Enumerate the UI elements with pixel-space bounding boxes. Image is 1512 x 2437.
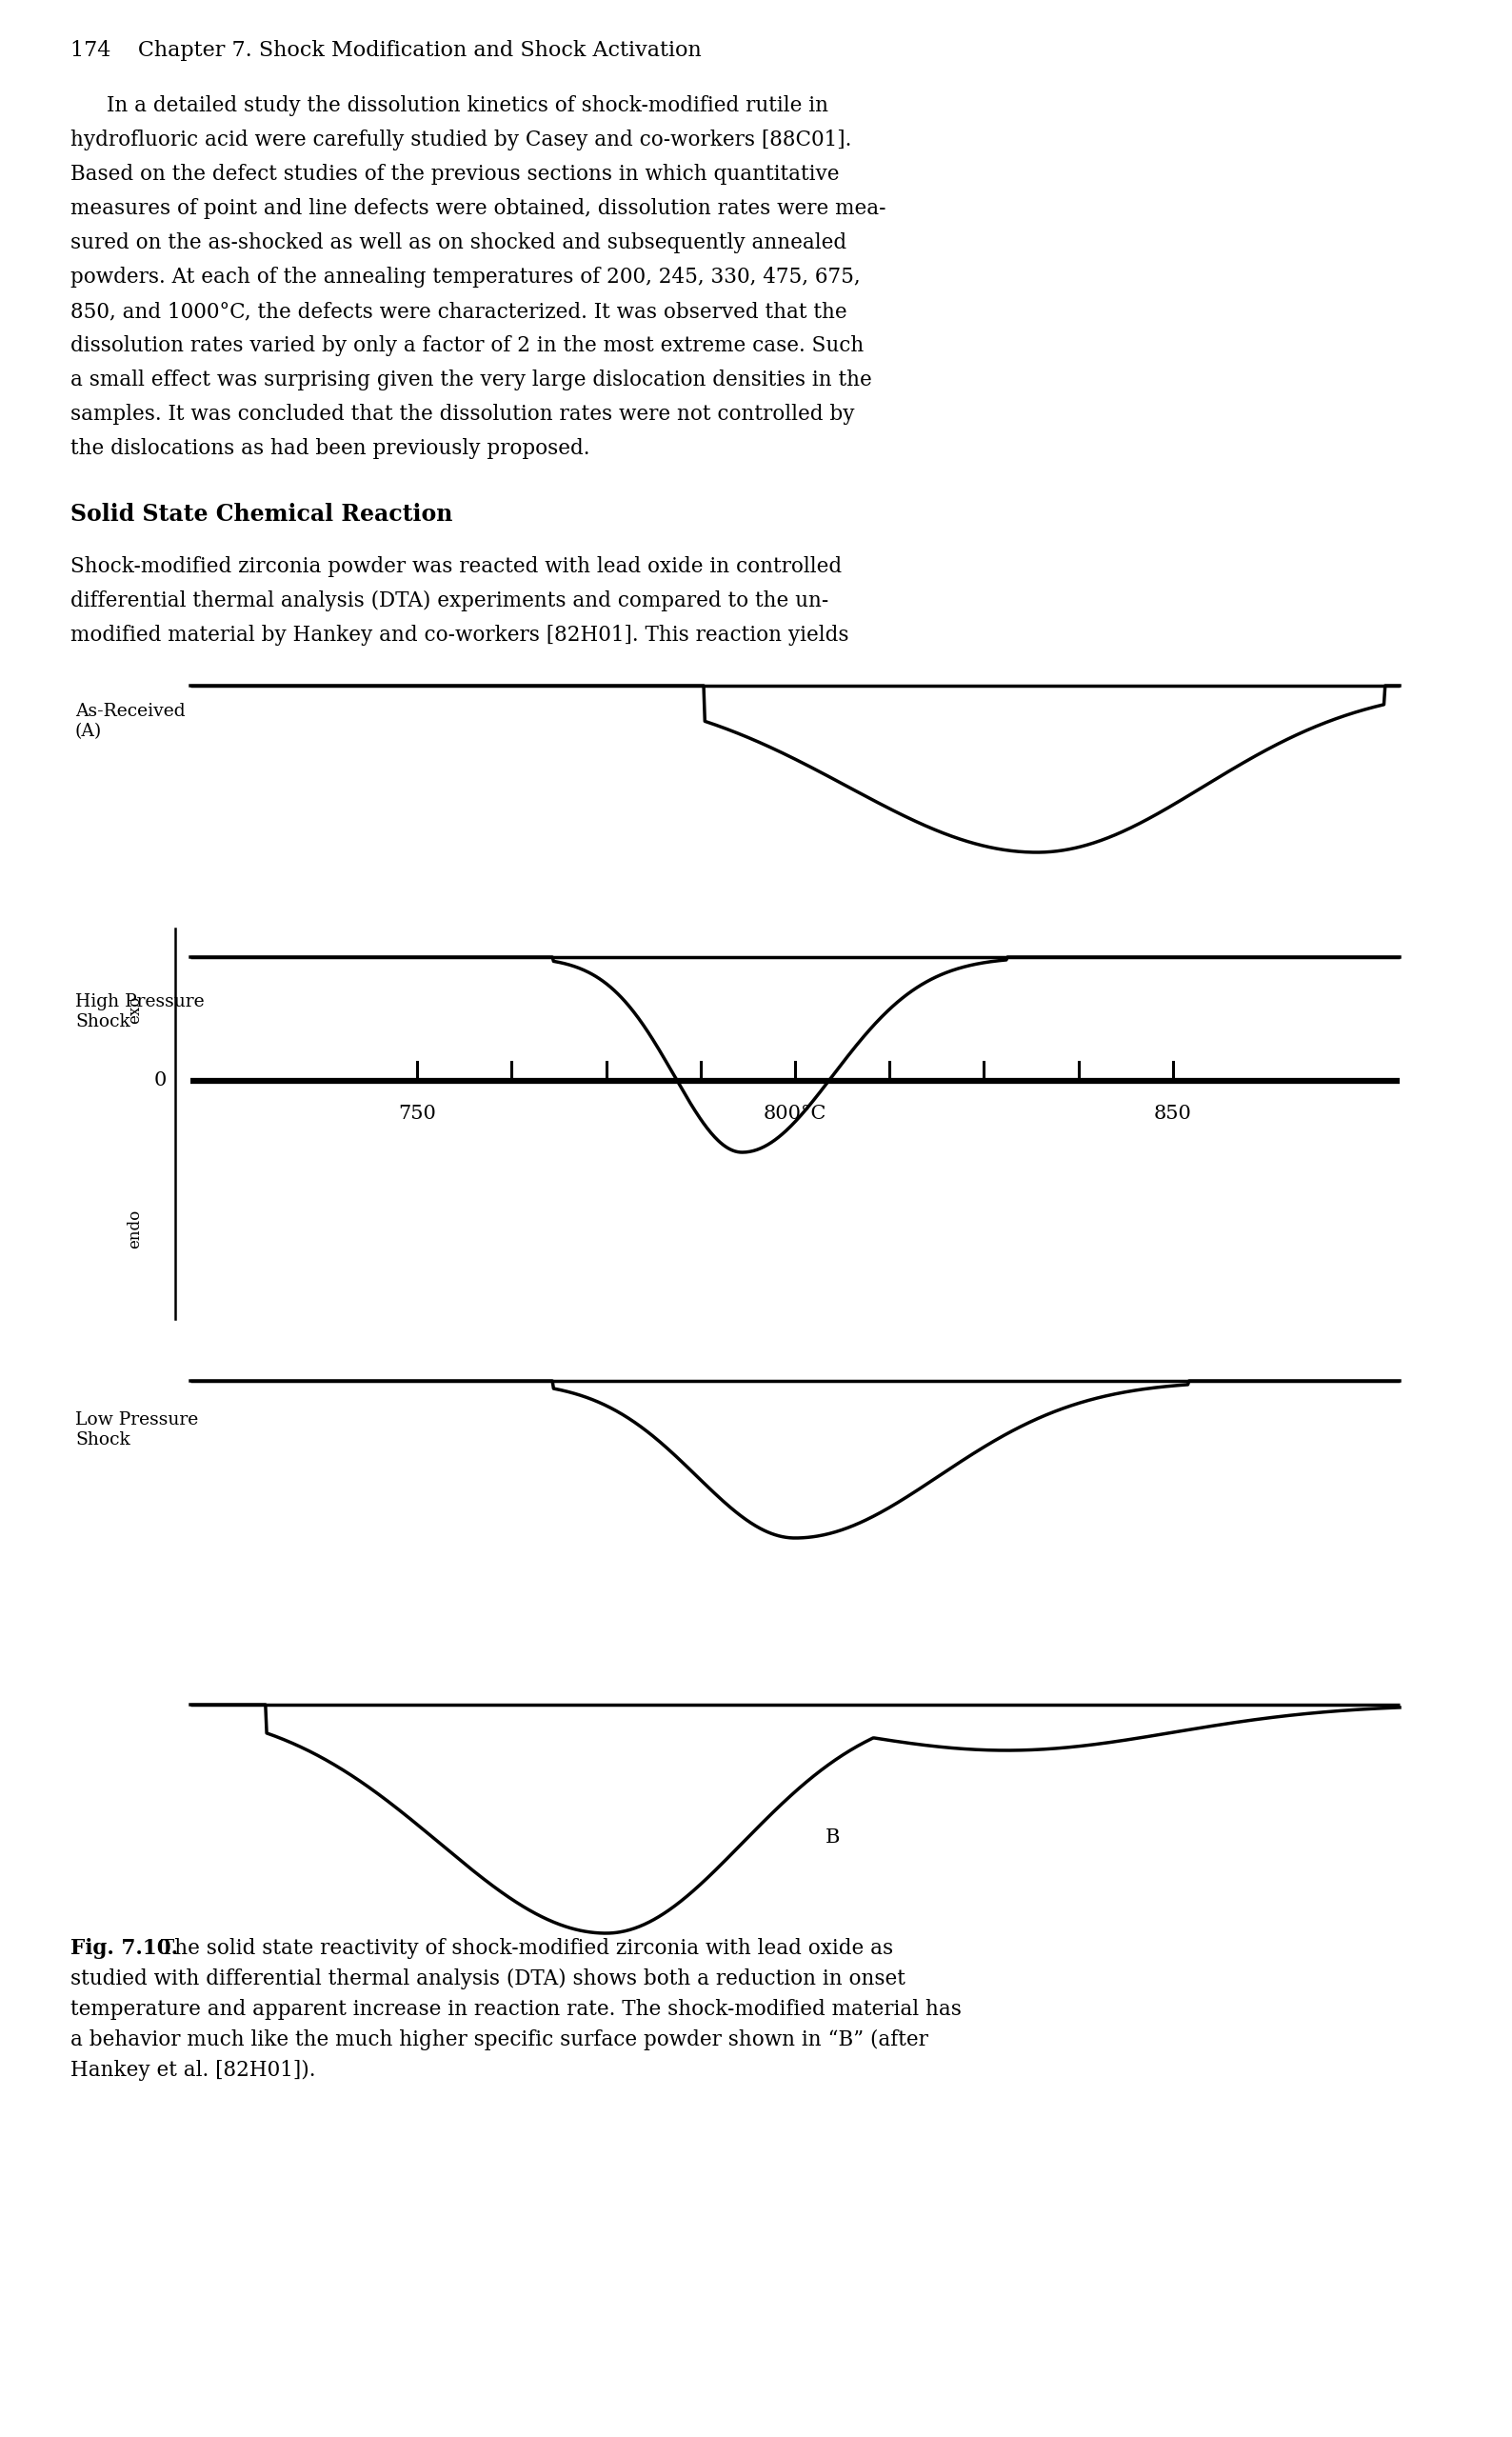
Text: the dislocations as had been previously proposed.: the dislocations as had been previously … bbox=[71, 439, 590, 458]
Text: a small effect was surprising given the very large dislocation densities in the: a small effect was surprising given the … bbox=[71, 370, 872, 390]
Text: As-Received
(A): As-Received (A) bbox=[76, 702, 186, 741]
Text: Low Pressure
Shock: Low Pressure Shock bbox=[76, 1411, 198, 1448]
Text: a behavior much like the much higher specific surface powder shown in “B” (after: a behavior much like the much higher spe… bbox=[71, 2030, 928, 2050]
Text: 174    Chapter 7. Shock Modification and Shock Activation: 174 Chapter 7. Shock Modification and Sh… bbox=[71, 39, 702, 61]
Text: 850: 850 bbox=[1154, 1104, 1191, 1123]
Text: B: B bbox=[826, 1828, 841, 1847]
Text: hydrofluoric acid were carefully studied by Casey and co-workers [88C01].: hydrofluoric acid were carefully studied… bbox=[71, 129, 851, 151]
Text: In a detailed study the dissolution kinetics of shock-modified rutile in: In a detailed study the dissolution kine… bbox=[107, 95, 829, 117]
Text: endo: endo bbox=[127, 1209, 144, 1248]
Text: sured on the as-shocked as well as on shocked and subsequently annealed: sured on the as-shocked as well as on sh… bbox=[71, 232, 847, 253]
Text: High Pressure
Shock: High Pressure Shock bbox=[76, 994, 204, 1031]
Text: Fig. 7.10.: Fig. 7.10. bbox=[71, 1937, 178, 1959]
Text: The solid state reactivity of shock-modified zirconia with lead oxide as: The solid state reactivity of shock-modi… bbox=[154, 1937, 894, 1959]
Text: differential thermal analysis (DTA) experiments and compared to the un-: differential thermal analysis (DTA) expe… bbox=[71, 590, 829, 612]
Text: measures of point and line defects were obtained, dissolution rates were mea-: measures of point and line defects were … bbox=[71, 197, 886, 219]
Text: Hankey et al. [82H01]).: Hankey et al. [82H01]). bbox=[71, 2059, 316, 2081]
Text: Shock-modified zirconia powder was reacted with lead oxide in controlled: Shock-modified zirconia powder was react… bbox=[71, 556, 842, 578]
Text: exo: exo bbox=[127, 994, 144, 1024]
Text: modified material by Hankey and co-workers [82H01]. This reaction yields: modified material by Hankey and co-worke… bbox=[71, 624, 848, 646]
Text: temperature and apparent increase in reaction rate. The shock-modified material : temperature and apparent increase in rea… bbox=[71, 1998, 962, 2020]
Text: samples. It was concluded that the dissolution rates were not controlled by: samples. It was concluded that the disso… bbox=[71, 405, 854, 424]
Text: dissolution rates varied by only a factor of 2 in the most extreme case. Such: dissolution rates varied by only a facto… bbox=[71, 336, 863, 356]
Text: studied with differential thermal analysis (DTA) shows both a reduction in onset: studied with differential thermal analys… bbox=[71, 1969, 906, 1989]
Text: 800°C: 800°C bbox=[764, 1104, 827, 1123]
Text: 750: 750 bbox=[398, 1104, 435, 1123]
Text: Based on the defect studies of the previous sections in which quantitative: Based on the defect studies of the previ… bbox=[71, 163, 839, 185]
Text: Solid State Chemical Reaction: Solid State Chemical Reaction bbox=[71, 502, 452, 526]
Text: 850, and 1000°C, the defects were characterized. It was observed that the: 850, and 1000°C, the defects were charac… bbox=[71, 300, 847, 322]
Text: powders. At each of the annealing temperatures of 200, 245, 330, 475, 675,: powders. At each of the annealing temper… bbox=[71, 266, 860, 288]
Text: 0: 0 bbox=[154, 1072, 166, 1089]
